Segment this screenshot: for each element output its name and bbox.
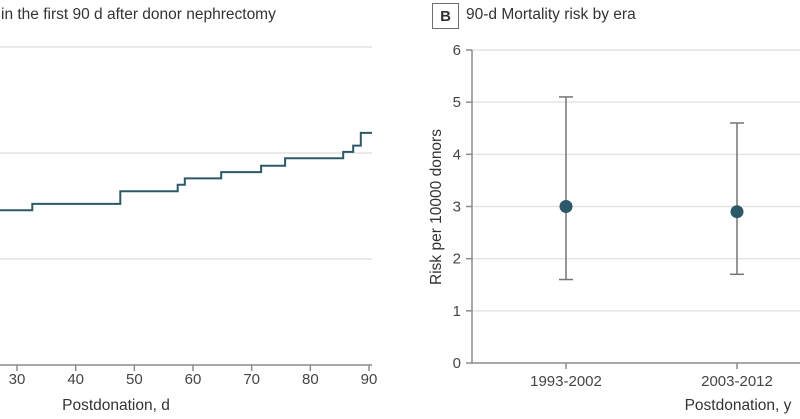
panel-b-y-tick-label-0: 0 [453,355,461,372]
panel-b-y-tick-label-5: 5 [453,94,461,111]
panel-a-x-tick-label-80: 80 [302,371,319,388]
panel-b-y-tick-label-3: 3 [453,198,461,215]
panel-b-y-tick-label-6: 6 [453,42,461,59]
panel-b-y-tick-label-2: 2 [453,251,461,268]
panel-a-x-tick-label-90: 90 [361,371,378,388]
panel-b-x-axis-label: Postdonation, y [685,397,792,414]
panel-b-badge: B [432,3,459,29]
panel-b-y-tick-label-4: 4 [453,146,461,163]
panel-a-x-tick-label-30: 30 [9,371,26,388]
era-point-2003-2012 [730,205,744,219]
panel-a-x-tick-label-50: 50 [126,371,143,388]
panel-a-x-axis-label: Postdonation, d [62,397,170,414]
panel-a-x-tick-label-60: 60 [185,371,202,388]
panel-b-x-tick-label-0: 1993-2002 [530,373,602,390]
panel-b-y-tick-label-1: 1 [453,303,461,320]
cumulative-mortality-step-line [0,131,372,212]
era-point-1993-2002 [559,199,573,213]
panel-b-x-tick-label-1: 2003-2012 [701,373,773,390]
panel-a-x-tick-label-70: 70 [243,371,260,388]
panel-a-x-tick-label-40: 40 [67,371,84,388]
panel-b-y-axis-label: Risk per 10000 donors [428,129,445,285]
panel-a-title: in the first 90 d after donor nephrectom… [1,6,276,23]
panel-b-title: 90-d Mortality risk by era [466,6,636,23]
